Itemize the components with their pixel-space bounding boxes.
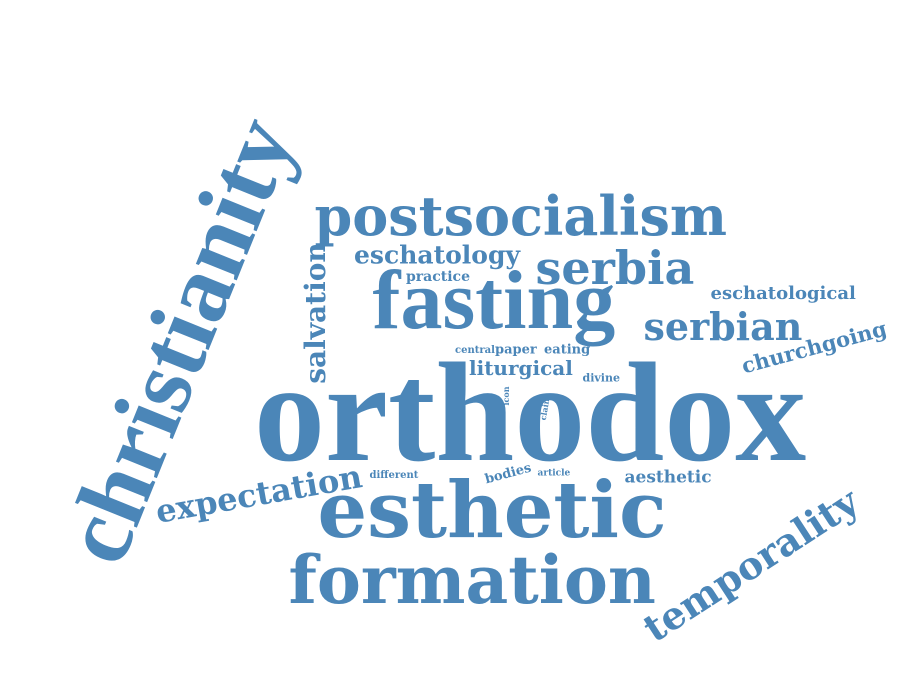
word-serbia: serbia	[535, 241, 695, 295]
word-postsocialism: postsocialism	[314, 184, 728, 248]
word-serbian: serbian	[643, 304, 803, 349]
word-aesthetic: aesthetic	[624, 467, 712, 488]
word-temporality: temporality	[634, 478, 867, 651]
word-eschatology: eschatology	[354, 240, 520, 270]
word-different: different	[369, 470, 419, 481]
word-liturgical: liturgical	[469, 356, 573, 380]
word-fasting: fasting	[372, 254, 616, 347]
word-formation: formation	[288, 541, 656, 619]
word-practice: practice	[406, 269, 470, 285]
word-central: central	[455, 345, 495, 356]
word-orthodox: orthodox	[254, 333, 807, 491]
word-salvation: salvation	[298, 242, 332, 384]
word-icon: icon	[501, 386, 512, 406]
word-eating: eating	[544, 342, 591, 358]
word-divine: divine	[582, 371, 620, 385]
word-paper: paper	[495, 342, 537, 358]
word-esthetic: esthetic	[317, 465, 667, 556]
word-article: article	[537, 468, 571, 479]
word-eschatological: eschatological	[710, 283, 856, 304]
